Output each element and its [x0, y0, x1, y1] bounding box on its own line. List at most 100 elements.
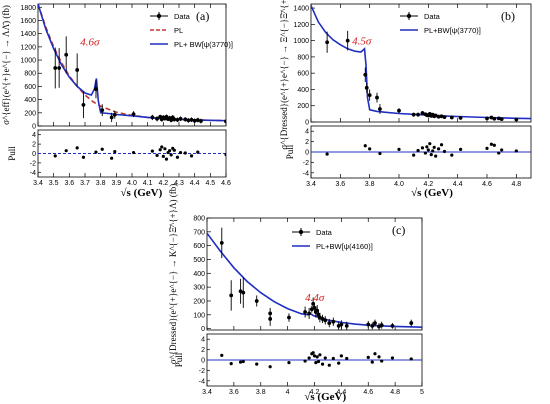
x-tick-label: 3.8 — [96, 180, 106, 187]
data-point — [150, 115, 155, 120]
pull-point — [307, 356, 311, 360]
y-tick-label: 0 — [32, 124, 36, 131]
pull-point — [255, 362, 259, 366]
pull-point — [434, 154, 438, 158]
data-point — [175, 117, 180, 122]
data-point — [409, 321, 414, 325]
x-axis-label: √s (GeV) — [121, 187, 163, 199]
data-point — [155, 116, 159, 121]
data-point — [307, 311, 312, 316]
data-point — [75, 68, 80, 72]
pull-point — [378, 151, 382, 156]
data-point — [433, 113, 438, 118]
data-point — [489, 115, 494, 120]
data-point — [94, 87, 98, 91]
pull-points — [325, 142, 518, 158]
pull-y-tick-label: -2 — [30, 160, 36, 167]
x-tick-label: 4.0 — [394, 181, 404, 188]
pull-point — [314, 361, 318, 365]
pull-point — [380, 359, 384, 363]
y-tick-label: 1000 — [20, 58, 36, 65]
plot-frame — [310, 3, 532, 123]
legend-data-marker — [406, 13, 412, 19]
pull-point — [325, 152, 329, 156]
pull-point — [183, 151, 187, 155]
pull-point — [220, 353, 224, 357]
pull-point — [75, 146, 79, 150]
data-point — [183, 117, 188, 122]
pull-y-tick-label: -2 — [199, 368, 205, 375]
data-point — [268, 317, 273, 321]
pull-point — [431, 149, 435, 153]
data-point — [189, 117, 194, 122]
pull-axis-label: Pull — [7, 146, 17, 161]
x-tick-label: 3.7 — [80, 180, 90, 187]
pull-y-tick-label: -4 — [30, 170, 36, 177]
pull-axis-label: Pull — [285, 144, 295, 159]
pull-point — [311, 351, 315, 355]
x-tick-label: 4.6 — [221, 180, 231, 187]
data-point — [57, 66, 62, 70]
panel-label: (c) — [392, 223, 405, 237]
pull-point — [178, 150, 183, 155]
pull-point — [425, 145, 429, 149]
panel-b: 3.4 3.6 3.8 4.0 4.2 4.4 4.6 4.8 0 200 400 600 800 100… — [279, 0, 532, 199]
pull-axis-label: Pull — [174, 352, 184, 367]
pull-point — [377, 355, 381, 359]
significance-label: 4.4σ — [305, 292, 325, 304]
pull-point — [323, 356, 327, 360]
data-point — [436, 114, 441, 119]
pull-point — [131, 150, 136, 155]
pull-point — [169, 153, 173, 157]
data-point — [439, 114, 444, 119]
data-point — [81, 102, 86, 107]
data-point — [331, 319, 336, 324]
data-point — [344, 323, 349, 328]
pull-point — [366, 355, 370, 359]
pull-point — [492, 143, 496, 147]
pull-point — [175, 155, 180, 159]
data-point — [499, 117, 504, 122]
pull-point — [158, 148, 162, 152]
y-tick-label: 1200 — [293, 22, 309, 29]
x-tick-label: 4.2 — [158, 180, 168, 187]
pull-point — [315, 355, 319, 359]
legend-entry: PL+BW[ψ(4160)] — [316, 242, 373, 251]
data-point — [287, 315, 291, 320]
pull-point — [416, 148, 420, 153]
x-tick-label: 3.4 — [33, 180, 43, 187]
data-point — [390, 323, 395, 328]
pull-point — [189, 154, 194, 158]
data-point — [366, 322, 371, 327]
curves — [311, 5, 531, 120]
x-tick-label: 3.6 — [335, 181, 345, 188]
bw-fit-curve — [311, 5, 531, 120]
pull-point — [168, 149, 172, 153]
x-tick-label: 3.9 — [111, 180, 121, 187]
pull-y-tick-label: 0 — [201, 358, 205, 365]
pull-point — [312, 354, 317, 358]
data-point — [64, 52, 69, 57]
data-point — [100, 108, 105, 113]
y-tick-label: 600 — [24, 84, 36, 91]
data-point — [370, 323, 375, 328]
y-tick-label: 1400 — [293, 6, 309, 13]
data-point — [411, 112, 416, 117]
pull-point — [150, 149, 154, 153]
y-axis-label: σ^{eff}(e^{+}e^{−} → ΛΛ̄) (fb) — [1, 5, 11, 125]
pull-y-tick-label: -2 — [303, 160, 309, 167]
pull-point — [373, 352, 377, 356]
data-point — [378, 107, 382, 111]
x-tick-label: 3.5 — [49, 180, 59, 187]
y-axis-label: σ^{Dressed}(e^{+}e^{−} → K^{−}Ξ̄^{+}Λ) (… — [168, 184, 178, 365]
pull-point — [459, 147, 463, 151]
panel-a: 3.4 3.5 3.6 3.7 3.8 3.9 4.0 4.1 4.2 4.3 4.4 4.5 4.6 0… — [1, 3, 233, 199]
data-point — [363, 72, 368, 77]
pull-point — [390, 356, 395, 360]
x-tick-label: 4.8 — [390, 389, 400, 396]
pull-point — [64, 149, 68, 153]
data-point — [367, 93, 372, 98]
pull-point — [397, 147, 401, 151]
pull-point — [163, 147, 167, 151]
data-point — [112, 112, 117, 117]
